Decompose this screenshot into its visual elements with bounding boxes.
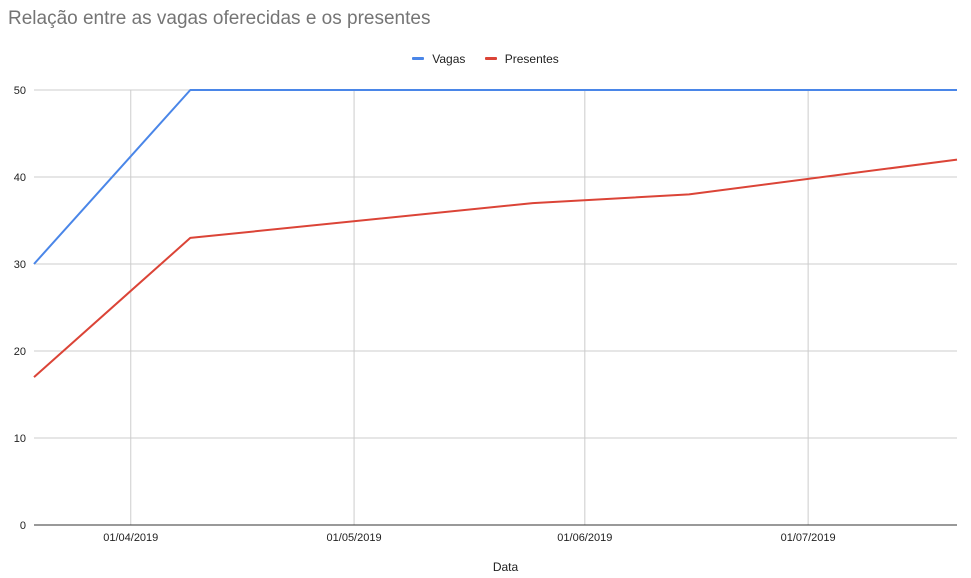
legend-item-vagas[interactable]: Vagas — [412, 52, 465, 66]
legend-label-presentes: Presentes — [504, 51, 559, 66]
legend-label-vagas: Vagas — [432, 51, 466, 66]
y-tick-label: 10 — [14, 433, 26, 445]
chart-title: Relação entre as vagas oferecidas e os p… — [8, 8, 431, 29]
x-tick-label: 01/05/2019 — [327, 532, 382, 544]
legend: Vagas Presentes — [0, 49, 971, 66]
x-tick-label: 01/04/2019 — [103, 532, 158, 544]
legend-item-presentes[interactable]: Presentes — [484, 51, 559, 66]
x-tick-label: 01/06/2019 — [557, 532, 612, 544]
y-tick-label: 0 — [20, 520, 26, 532]
y-tick-label: 30 — [14, 259, 26, 271]
legend-swatch-presentes — [484, 57, 497, 60]
series-line-vagas[interactable] — [33, 89, 957, 265]
x-tick-label: 01/07/2019 — [781, 532, 836, 544]
series-line-presentes[interactable] — [33, 158, 958, 378]
y-tick-label: 50 — [14, 85, 26, 97]
legend-swatch-vagas — [412, 57, 425, 60]
y-tick-label: 40 — [14, 172, 26, 184]
x-axis-label: Data — [493, 560, 519, 574]
y-tick-label: 20 — [14, 346, 26, 358]
